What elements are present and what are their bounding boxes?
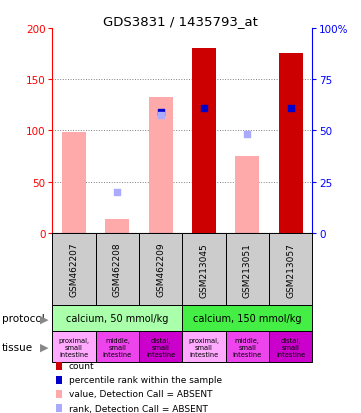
Point: [114, 189, 120, 196]
Text: GSM213057: GSM213057: [286, 242, 295, 297]
Bar: [62, 133, 86, 233]
Text: proximal,
small
intestine: proximal, small intestine: [188, 337, 219, 357]
Text: GSM462208: GSM462208: [113, 242, 122, 297]
Text: ▶: ▶: [40, 342, 49, 352]
Point: [158, 109, 164, 116]
Bar: [279, 53, 303, 233]
Text: calcium, 50 mmol/kg: calcium, 50 mmol/kg: [66, 313, 169, 324]
Text: distal,
small
intestine: distal, small intestine: [276, 337, 305, 357]
Text: percentile rank within the sample: percentile rank within the sample: [69, 375, 222, 385]
Text: GSM462207: GSM462207: [70, 242, 78, 297]
Bar: [235, 157, 259, 233]
Point: [201, 105, 207, 112]
Text: GSM213051: GSM213051: [243, 242, 252, 297]
Point: [288, 105, 293, 112]
Point: [158, 112, 164, 119]
Text: ▶: ▶: [40, 313, 49, 324]
Text: proximal,
small
intestine: proximal, small intestine: [58, 337, 90, 357]
Text: distal,
small
intestine: distal, small intestine: [146, 337, 175, 357]
Point: [244, 131, 250, 138]
Bar: [192, 50, 216, 233]
Bar: [105, 219, 129, 233]
Text: protocol: protocol: [2, 313, 44, 324]
Text: GSM213045: GSM213045: [200, 242, 208, 297]
Text: GSM462209: GSM462209: [156, 242, 165, 297]
Text: tissue: tissue: [2, 342, 33, 352]
Text: middle,
small
intestine: middle, small intestine: [232, 337, 262, 357]
Text: GDS3831 / 1435793_at: GDS3831 / 1435793_at: [103, 15, 258, 28]
Text: count: count: [69, 361, 95, 370]
Text: value, Detection Call = ABSENT: value, Detection Call = ABSENT: [69, 389, 213, 399]
Bar: [149, 97, 173, 233]
Text: middle,
small
intestine: middle, small intestine: [103, 337, 132, 357]
Text: rank, Detection Call = ABSENT: rank, Detection Call = ABSENT: [69, 404, 208, 413]
Text: calcium, 150 mmol/kg: calcium, 150 mmol/kg: [193, 313, 301, 324]
